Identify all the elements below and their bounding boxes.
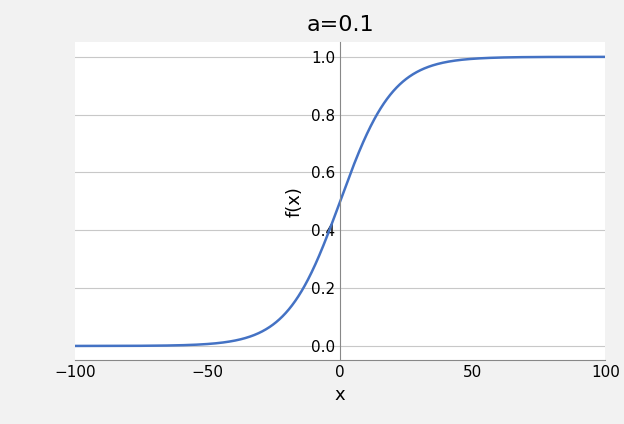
Y-axis label: f(x): f(x) bbox=[286, 186, 304, 217]
X-axis label: x: x bbox=[334, 386, 346, 404]
Title: a=0.1: a=0.1 bbox=[306, 15, 374, 35]
